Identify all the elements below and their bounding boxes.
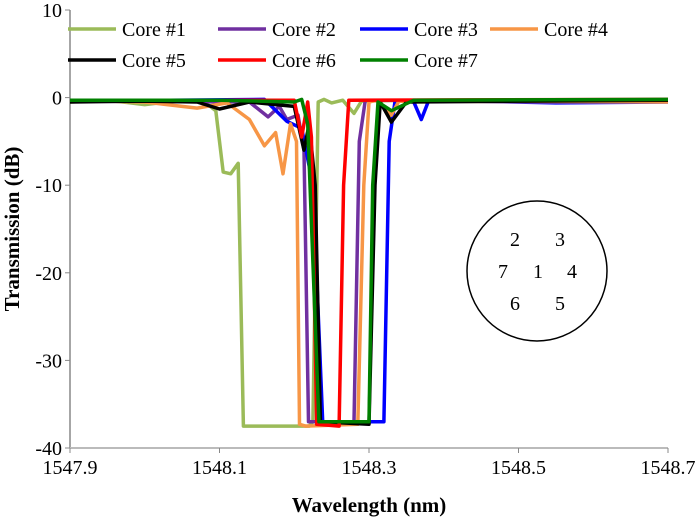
legend-label: Core #4	[544, 19, 608, 41]
fiber-cross-section	[466, 200, 608, 342]
x-tick-label: 1548.3	[342, 457, 397, 479]
core-number-label: 1	[533, 261, 543, 283]
legend-label: Core #6	[272, 50, 336, 72]
core-number-label: 3	[555, 229, 565, 251]
legend-label: Core #1	[122, 19, 186, 41]
legend-label: Core #5	[122, 50, 186, 72]
core-number-label: 6	[510, 293, 520, 315]
core-number-label: 7	[498, 261, 508, 283]
core-number-label: 4	[567, 261, 577, 283]
series-line-core7	[70, 97, 669, 424]
y-tick-label: -40	[35, 438, 62, 460]
legend-label: Core #7	[414, 50, 478, 72]
x-tick-label: 1547.9	[43, 457, 98, 479]
core-number-label: 2	[510, 229, 520, 251]
x-tick-label: 1548.5	[491, 457, 546, 479]
legend-label: Core #2	[272, 19, 336, 41]
x-tick-label: 1548.7	[641, 457, 696, 479]
legend-label: Core #3	[414, 19, 478, 41]
x-tick-label: 1548.1	[192, 457, 247, 479]
y-tick-label: -10	[35, 175, 62, 197]
core-number-label: 5	[555, 293, 565, 315]
y-tick-label: 0	[52, 88, 62, 110]
y-tick-label: -20	[35, 263, 62, 285]
y-axis-title: Transmission (dB)	[0, 147, 24, 312]
y-tick-label: -30	[35, 350, 62, 372]
x-axis-title: Wavelength (nm)	[292, 493, 447, 517]
y-tick-label: 10	[42, 0, 62, 22]
